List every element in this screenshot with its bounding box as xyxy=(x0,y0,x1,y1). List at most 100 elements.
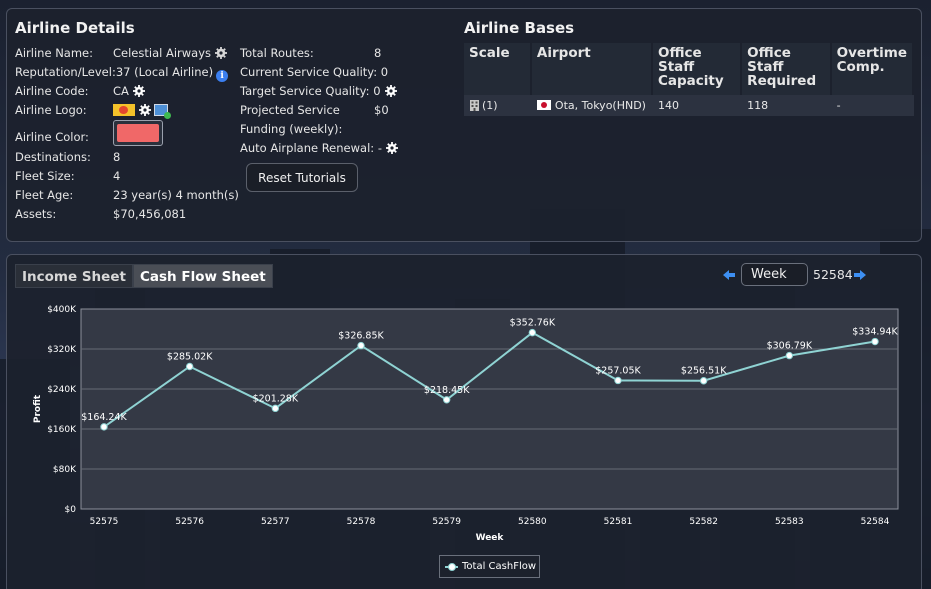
cash-flow-chart: $0 $80K $160K $240K $320K $400K 52575 52576 5257… xyxy=(33,305,899,543)
edit-auto-renewal-gear-icon[interactable] xyxy=(385,142,398,154)
x-tick-label: 52575 xyxy=(90,517,119,527)
target-service-quality-value: 0 xyxy=(373,84,381,98)
previous-period-arrow-icon[interactable] xyxy=(722,269,736,281)
reputation-label: Reputation/Level: xyxy=(15,65,116,79)
fleet-size-value: 4 xyxy=(113,169,121,183)
destinations-label: Destinations: xyxy=(15,150,91,164)
column-header-office-staff-capacity: Office Staff Capacity xyxy=(651,43,743,95)
total-routes-value: 8 xyxy=(374,46,382,60)
data-label: $334.94K xyxy=(852,327,898,338)
airline-code-label: Airline Code: xyxy=(15,84,89,98)
current-service-quality-row: Current Service Quality: 0 xyxy=(240,65,388,79)
plot-area xyxy=(80,308,899,510)
edit-logo-gear-icon[interactable] xyxy=(139,104,151,116)
data-point xyxy=(871,337,879,346)
data-label: $352.76K xyxy=(510,318,556,329)
y-tick-label: $80K xyxy=(53,465,77,475)
base-required-cell: 118 xyxy=(741,95,832,116)
funding-label: Funding (weekly): xyxy=(240,122,343,136)
projected-service-label: Projected Service xyxy=(240,103,340,117)
x-tick-label: 52579 xyxy=(432,517,461,527)
edit-service-quality-gear-icon[interactable] xyxy=(384,85,397,97)
base-overtime-cell: - xyxy=(830,95,915,116)
legend-label: Total CashFlow xyxy=(462,561,537,572)
fleet-age-row: Fleet Age: 23 year(s) 4 month(s) xyxy=(15,188,239,202)
data-point xyxy=(785,351,794,360)
fleet-size-label: Fleet Size: xyxy=(15,169,75,183)
assets-row: Assets: $70,456,081 xyxy=(15,207,186,221)
data-point xyxy=(614,376,622,385)
y-tick-label: $320K xyxy=(47,345,77,355)
info-icon[interactable]: i xyxy=(216,70,229,82)
airline-details-title: Airline Details xyxy=(15,19,135,37)
edit-code-gear-icon[interactable] xyxy=(132,85,145,97)
x-tick-label: 52577 xyxy=(261,517,290,527)
x-tick-label: 52583 xyxy=(775,517,804,527)
upload-logo-image-icon[interactable] xyxy=(154,104,171,119)
data-label: $218.45K xyxy=(424,385,470,396)
table-row[interactable]: (1) Ota, Tokyo(HND) 140 118 - xyxy=(464,95,915,116)
data-label: $306.79K xyxy=(767,341,813,352)
building-icon xyxy=(470,100,479,111)
total-routes-label: Total Routes: xyxy=(240,46,314,60)
data-point xyxy=(271,404,280,413)
data-label: $257.05K xyxy=(595,365,641,376)
base-scale-cell: (1) xyxy=(464,95,532,116)
airline-details-panel: Airline Details Airline Name: Celestial … xyxy=(6,8,922,242)
base-airport-value: Ota, Tokyo(HND) xyxy=(554,99,646,112)
period-select[interactable]: Week xyxy=(741,263,808,286)
series-line-total-cashflow xyxy=(103,331,876,428)
tab-cash-flow-sheet[interactable]: Cash Flow Sheet xyxy=(133,264,273,288)
data-point xyxy=(528,328,537,337)
auto-renewal-row: Auto Airplane Renewal: - xyxy=(240,141,398,155)
reputation-row: Reputation/Level:37 (Local Airline) i xyxy=(15,65,229,82)
tab-income-sheet[interactable]: Income Sheet xyxy=(15,264,133,288)
column-header-airport: Airport xyxy=(530,43,653,95)
destinations-row: Destinations: 8 xyxy=(15,150,120,164)
reputation-value: 37 (Local Airline) xyxy=(115,65,214,79)
airline-code-value: CA xyxy=(113,84,129,98)
data-point xyxy=(442,396,451,404)
airline-color-picker[interactable] xyxy=(113,120,163,146)
airline-bases-table: Scale Airport Office Staff Capacity Offi… xyxy=(464,43,915,116)
x-tick-label: 52584 xyxy=(861,517,890,527)
table-header-row: Scale Airport Office Staff Capacity Offi… xyxy=(464,43,915,95)
airline-logo-row: Airline Logo: xyxy=(15,103,171,119)
legend-line-marker-icon xyxy=(445,563,458,571)
y-tick-label: $160K xyxy=(47,425,77,435)
finance-panel: Income Sheet Cash Flow Sheet Week 52584 … xyxy=(6,254,922,589)
data-label: $285.02K xyxy=(167,351,213,362)
next-period-arrow-icon[interactable] xyxy=(853,269,867,281)
projected-service-row: Projected Service $0 xyxy=(240,103,389,117)
fleet-age-label: Fleet Age: xyxy=(15,188,74,202)
assets-label: Assets: xyxy=(15,207,57,221)
y-tick-label: $400K xyxy=(47,305,77,315)
data-point xyxy=(357,341,365,350)
column-header-office-staff-required: Office Staff Required xyxy=(741,43,832,95)
auto-renewal-value: - xyxy=(377,141,382,155)
fleet-age-value: 23 year(s) 4 month(s) xyxy=(113,188,239,202)
data-label: $256.51K xyxy=(681,366,727,377)
x-axis-label: Week xyxy=(476,533,505,543)
chart-legend[interactable]: Total CashFlow xyxy=(439,555,540,578)
x-tick-label: 52578 xyxy=(347,517,376,527)
airline-color-row: Airline Color: xyxy=(15,130,89,144)
column-header-overtime-comp: Overtime Comp. xyxy=(830,43,915,95)
base-airport-cell: Ota, Tokyo(HND) xyxy=(530,95,653,116)
reset-tutorials-button[interactable]: Reset Tutorials xyxy=(246,163,358,192)
airline-logo-image xyxy=(113,104,135,116)
fleet-size-row: Fleet Size: 4 xyxy=(15,169,120,183)
airline-color-swatch xyxy=(117,124,159,142)
auto-renewal-label: Auto Airplane Renewal: xyxy=(240,141,375,155)
airline-name-row: Airline Name: Celestial Airways xyxy=(15,46,228,60)
edit-name-gear-icon[interactable] xyxy=(215,47,228,59)
x-tick-label: 52581 xyxy=(604,517,633,527)
base-capacity-cell: 140 xyxy=(651,95,743,116)
airline-logo-label: Airline Logo: xyxy=(15,103,87,117)
airline-name-value: Celestial Airways xyxy=(113,46,212,60)
airline-color-label: Airline Color: xyxy=(15,130,89,144)
data-label: $201.28K xyxy=(253,393,299,404)
x-tick-label: 52576 xyxy=(175,517,204,527)
y-tick-label: $0 xyxy=(65,505,77,515)
assets-value: $70,456,081 xyxy=(113,207,187,221)
